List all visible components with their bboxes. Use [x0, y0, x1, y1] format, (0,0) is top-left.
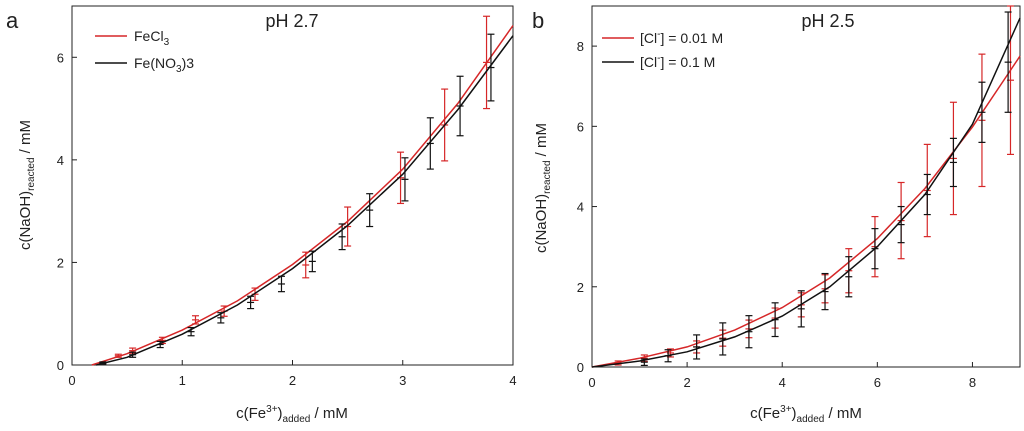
panel-b-x-tick-label: 4: [779, 375, 786, 390]
panel-a-x-tick-label: 0: [68, 373, 75, 388]
panel-a-y-tick-label: 6: [57, 50, 64, 65]
panel-a-errorbar-fe-no3-3: [487, 33, 495, 102]
panel-a-errorbar-fe-no3-3: [156, 340, 164, 349]
panel-a-errorbar-fe-no3-3: [338, 223, 346, 251]
panel-b-y-axis-label: c(NaOH)reacted / mM: [533, 123, 553, 253]
panel-a-errorbar-fe-no3-3: [277, 275, 285, 293]
panel-b-y-tick-label: 4: [577, 200, 584, 215]
panel-a-errorbar-fe-no3-3: [247, 295, 255, 310]
panel-b-x-tick-label: 2: [683, 375, 690, 390]
panel-a-legend: FeCl3 Fe(NO3)3: [95, 28, 194, 75]
panel-a-errorbar-fe-no3-3: [401, 157, 409, 202]
panel-b-errorbar-cl-0-1-m: [845, 256, 853, 298]
panel-b-errorbar-cl-0-1-m: [693, 334, 701, 360]
panel-b-letter: b: [532, 8, 544, 33]
panel-a-y-axis-label: c(NaOH)reacted / mM: [17, 120, 37, 250]
legend-label-fe-no3-3: Fe(NO3)3: [134, 55, 194, 75]
panel-b-x-tick-label: 6: [874, 375, 881, 390]
panel-a-errorbar-fe-no3-3: [426, 117, 434, 170]
panel-b-errorbar-cl-0-1-m: [978, 81, 986, 143]
panel-a-title: pH 2.7: [265, 11, 318, 31]
panel-a-y-tick-label: 4: [57, 153, 64, 168]
legend-label-fecl3: FeCl3: [134, 28, 170, 48]
legend-label-cl-0-1: [Cl-] = 0.1 M: [640, 53, 715, 70]
panel-a-x-axis-label: c(Fe3+)added / mM: [236, 404, 348, 425]
panel-b-fit-line-cl-0-01-m: [591, 55, 1021, 368]
panel-b-fit-line-cl-0-1-m: [591, 17, 1021, 368]
panel-b-x-axis-label: c(Fe3+)added / mM: [750, 404, 862, 425]
panel-b-y-tick-label: 2: [577, 280, 584, 295]
panel-b-errorbar-cl-0-1-m: [897, 205, 905, 244]
panel-b-errorbar-cl-0-1-m: [719, 322, 727, 356]
panel-b-errorbar-cl-0-1-m: [949, 137, 957, 188]
panel-a-x-tick-label: 2: [289, 373, 296, 388]
panel-b-y-tick-label: 6: [577, 119, 584, 134]
panel-a-errorbar-fe-no3-3: [308, 250, 316, 273]
panel-b-x-tick-label: 8: [969, 375, 976, 390]
panel-a-x-tick-label: 4: [509, 373, 516, 388]
panel-b-errorbar-cl-0-1-m: [797, 290, 805, 328]
panel-a-errorbar-fe-no3-3: [366, 193, 374, 228]
panel-a-x-tick-label: 1: [179, 373, 186, 388]
panel-b-title: pH 2.5: [801, 11, 854, 31]
panel-a-fit-line-fe-no3-3: [96, 35, 514, 366]
legend-label-cl-0-01: [Cl-] = 0.01 M: [640, 29, 723, 46]
panel-a-y-tick-label: 2: [57, 255, 64, 270]
panel-b-plot-frame: [591, 5, 1021, 368]
panel-b-x-tick-label: 0: [588, 375, 595, 390]
panel-b-errorbar-cl-0-01-m: [1006, 5, 1014, 156]
panel-a-fit-line-fecl3: [91, 25, 514, 366]
panel-a-x-tick-label: 3: [399, 373, 406, 388]
panel-a-letter: a: [6, 8, 19, 33]
panel-b-legend: [Cl-] = 0.01 M [Cl-] = 0.1 M: [602, 29, 723, 70]
panel-a-y-tick-label: 0: [57, 358, 64, 373]
panel-b-errorbar-cl-0-1-m: [1004, 11, 1012, 113]
panel-b: b pH 2.5 c(Fe3+)added / mM c(NaOH)reacte…: [532, 5, 1021, 425]
panel-a: a pH 2.7 c(Fe3+)added / mM c(NaOH)reacte…: [6, 5, 517, 425]
panel-b-y-tick-label: 0: [577, 360, 584, 375]
panel-b-y-tick-label: 8: [577, 39, 584, 54]
